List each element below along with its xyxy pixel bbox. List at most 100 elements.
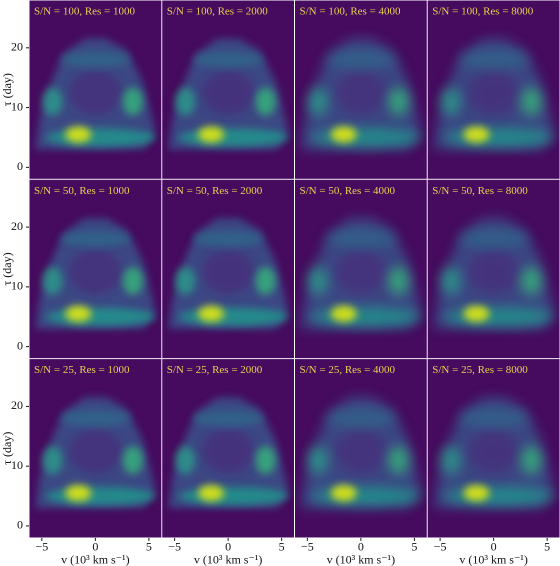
y-axis-label: τ (day): [0, 252, 14, 285]
heatmap-peak: [65, 485, 92, 502]
y-tick-label: 0: [17, 159, 23, 173]
panel-title: S/N = 100, Res = 2000: [167, 6, 269, 18]
x-tick-label: 0: [358, 540, 364, 554]
heatmap-lobe: [440, 446, 461, 475]
heatmap-lobe: [308, 87, 329, 116]
heatmap-lobe: [42, 446, 63, 475]
heatmap-hole: [467, 429, 520, 474]
heatmap-band: [45, 307, 156, 326]
x-axis-label: v (10³ km s⁻¹): [61, 553, 130, 566]
heatmap-hole: [69, 249, 122, 294]
heatmap-band: [45, 128, 156, 147]
x-axis-label: v (10³ km s⁻¹): [327, 553, 396, 566]
y-tick-label: 20: [11, 398, 23, 412]
panel-title: S/N = 50, Res = 1000: [34, 185, 130, 197]
panel: [29, 358, 162, 538]
panel-title: S/N = 25, Res = 8000: [432, 364, 528, 376]
heatmap-arc: [458, 51, 529, 68]
y-axis-label: τ (day): [0, 73, 14, 106]
x-tick-label: 5: [411, 540, 417, 554]
heatmap-arc: [60, 410, 131, 427]
panel-title: S/N = 100, Res = 4000: [300, 6, 402, 18]
panel: [161, 358, 295, 538]
heatmap-hole: [334, 429, 387, 474]
panel-title: S/N = 100, Res = 8000: [432, 6, 534, 18]
x-tick-label: −5: [434, 540, 447, 554]
heatmap-band: [178, 307, 289, 326]
x-tick-label: −5: [168, 540, 181, 554]
heatmap-lobe: [255, 446, 276, 475]
heatmap-lobe: [440, 266, 461, 295]
heatmap-arc: [60, 51, 131, 68]
panel: [427, 0, 560, 180]
heatmap-hole: [202, 249, 255, 294]
heatmap-hole: [202, 70, 255, 115]
heatmap-arc: [193, 410, 264, 427]
heatmap-peak: [330, 485, 357, 502]
heatmap-hole: [467, 70, 520, 115]
heatmap-hole: [334, 249, 387, 294]
heatmap-lobe: [440, 87, 461, 116]
heatmap-peak: [463, 305, 490, 322]
panel: [161, 179, 295, 359]
heatmap-arc: [325, 51, 396, 68]
panel: [294, 0, 428, 180]
heatmap-lobe: [388, 446, 409, 475]
panel: [29, 0, 162, 180]
heatmap-arc: [458, 410, 529, 427]
heatmap-band: [311, 487, 422, 506]
heatmap-arc: [193, 231, 264, 248]
heatmap-lobe: [521, 87, 542, 116]
panel-title: S/N = 50, Res = 8000: [432, 185, 528, 197]
heatmap-peak: [197, 485, 224, 502]
y-tick-label: 0: [17, 518, 23, 532]
x-tick-label: −5: [301, 540, 314, 554]
heatmap-lobe: [175, 266, 196, 295]
heatmap-lobe: [255, 266, 276, 295]
heatmap-lobe: [122, 446, 143, 475]
y-tick-label: 20: [11, 40, 23, 54]
x-tick-label: 0: [491, 540, 497, 554]
heatmap-lobe: [122, 266, 143, 295]
heatmap-hole: [334, 70, 387, 115]
heatmap-hole: [69, 70, 122, 115]
heatmap-peak: [65, 305, 92, 322]
heatmap-band: [443, 128, 554, 147]
panel: [427, 358, 560, 538]
heatmap-peak: [197, 126, 224, 143]
x-axis-label: v (10³ km s⁻¹): [459, 553, 528, 566]
heatmap-arc: [325, 231, 396, 248]
heatmap-arc: [60, 231, 131, 248]
y-axis-label: τ (day): [0, 432, 14, 465]
y-tick-label: 10: [11, 458, 23, 472]
heatmap-hole: [202, 429, 255, 474]
heatmap-arc: [458, 231, 529, 248]
heatmap-band: [311, 307, 422, 326]
heatmap-arc: [193, 51, 264, 68]
y-tick-label: 10: [11, 279, 23, 293]
heatmap-band: [45, 487, 156, 506]
heatmap-lobe: [521, 266, 542, 295]
y-tick-label: 0: [17, 338, 23, 352]
panel-title: S/N = 25, Res = 4000: [300, 364, 396, 376]
heatmap-peak: [463, 485, 490, 502]
x-tick-label: 5: [279, 540, 285, 554]
panel: [161, 0, 295, 180]
heatmap-peak: [463, 126, 490, 143]
panel-title: S/N = 100, Res = 1000: [34, 6, 136, 18]
heatmap-lobe: [175, 446, 196, 475]
heatmap-arc: [325, 410, 396, 427]
panel-title: S/N = 50, Res = 4000: [300, 185, 396, 197]
panel: [294, 179, 428, 359]
x-tick-label: 0: [225, 540, 231, 554]
heatmap-lobe: [42, 266, 63, 295]
heatmap-lobe: [255, 87, 276, 116]
heatmap-lobe: [308, 266, 329, 295]
panel: [29, 179, 162, 359]
heatmap-lobe: [521, 446, 542, 475]
heatmap-band: [178, 487, 289, 506]
heatmap-band: [178, 128, 289, 147]
x-tick-label: 0: [92, 540, 98, 554]
heatmap-peak: [65, 126, 92, 143]
heatmap-band: [311, 128, 422, 147]
